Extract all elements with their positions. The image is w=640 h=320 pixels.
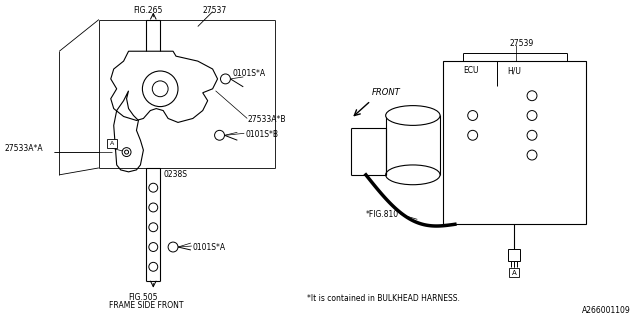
Circle shape: [221, 74, 230, 84]
Text: 27539: 27539: [509, 39, 534, 48]
Text: 0238S: 0238S: [163, 170, 187, 179]
Text: FRAME SIDE FRONT: FRAME SIDE FRONT: [109, 301, 183, 310]
Bar: [107, 139, 116, 148]
Text: A266001109: A266001109: [582, 306, 630, 315]
Text: A: A: [512, 270, 516, 276]
Bar: [508, 249, 520, 261]
Circle shape: [122, 148, 131, 156]
Circle shape: [125, 150, 129, 154]
Text: ECU: ECU: [463, 66, 478, 75]
Bar: [443, 61, 586, 224]
Text: 0101S*A: 0101S*A: [193, 243, 226, 252]
Text: 27533A*A: 27533A*A: [5, 144, 44, 153]
Ellipse shape: [386, 106, 440, 125]
Text: *It is contained in BULKHEAD HARNESS.: *It is contained in BULKHEAD HARNESS.: [307, 294, 460, 303]
Circle shape: [214, 130, 225, 140]
Text: FRONT: FRONT: [372, 88, 401, 97]
Text: *FIG.810: *FIG.810: [366, 210, 399, 219]
Circle shape: [168, 242, 178, 252]
Text: FIG.505: FIG.505: [129, 292, 158, 301]
Text: 0101S*A: 0101S*A: [232, 69, 266, 78]
Text: A: A: [109, 141, 114, 146]
Text: FIG.265: FIG.265: [134, 6, 163, 15]
Text: 0101S*B: 0101S*B: [245, 130, 278, 139]
Bar: [509, 268, 519, 277]
Text: 27533A*B: 27533A*B: [247, 116, 285, 124]
Text: 27537: 27537: [203, 6, 227, 15]
Text: H/U: H/U: [508, 66, 521, 75]
